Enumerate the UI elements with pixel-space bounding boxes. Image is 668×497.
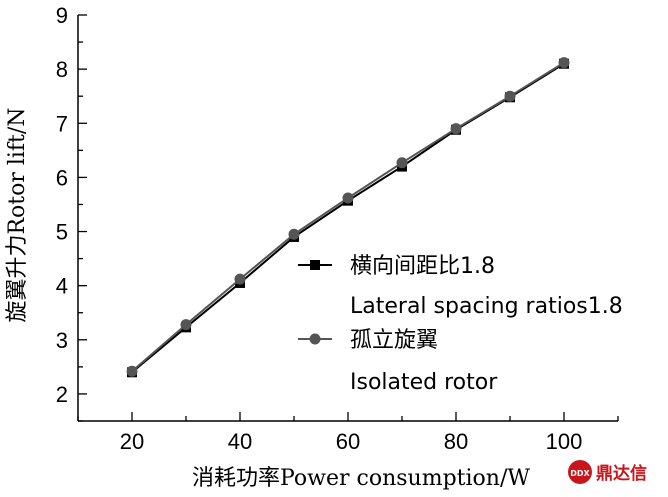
- x-tick-label: 80: [444, 429, 468, 454]
- series-2: [126, 57, 570, 377]
- axes: 20 40 60 80 100 2 3 4 5 6 7 8 9: [56, 3, 619, 454]
- legend-label-line2: Lateral spacing ratios1.8: [350, 294, 623, 319]
- series-line: [131, 62, 565, 374]
- x-tick-label: 60: [336, 429, 360, 454]
- legend-label-line2: Isolated rotor: [350, 370, 498, 395]
- series-layer: [126, 57, 570, 378]
- x-tick-label: 100: [546, 429, 583, 454]
- data-point-circle: [558, 57, 570, 69]
- legend: 横向间距比1.8 Lateral spacing ratios1.8 孤立旋翼 Iso…: [298, 254, 623, 395]
- watermark: DDX 鼎达信: [568, 460, 647, 484]
- legend-item-2: 孤立旋翼 Isolated rotor: [298, 328, 498, 395]
- y-tick-label: 5: [56, 220, 68, 245]
- y-tick-label: 9: [56, 3, 68, 28]
- watermark-logo-text: DDX: [570, 469, 590, 478]
- watermark-text: 鼎达信: [596, 463, 647, 484]
- series-line: [131, 61, 565, 372]
- series-1: [127, 58, 569, 378]
- y-axis-title: 旋翼升力Rotor lift/N: [5, 107, 30, 322]
- data-point-circle: [450, 123, 462, 135]
- data-point-circle: [396, 157, 408, 169]
- x-tick-label: 40: [228, 429, 252, 454]
- y-tick-label: 8: [56, 57, 68, 82]
- data-point-circle: [342, 192, 354, 204]
- legend-square-marker: [310, 260, 320, 270]
- legend-label: 孤立旋翼: [350, 328, 438, 353]
- data-point-circle: [288, 228, 300, 240]
- y-tick-label: 4: [56, 274, 68, 299]
- y-tick-label: 3: [56, 328, 68, 353]
- y-tick-label: 6: [56, 165, 68, 190]
- x-axis-title: 消耗功率Power consumption/W: [192, 466, 530, 491]
- data-point-circle: [234, 273, 246, 285]
- legend-item-1: 横向间距比1.8 Lateral spacing ratios1.8: [298, 254, 623, 319]
- x-tick-label: 20: [120, 429, 144, 454]
- y-tick-label: 7: [56, 111, 68, 136]
- y-tick-label: 2: [56, 382, 68, 407]
- data-point-circle: [180, 319, 192, 331]
- legend-label: 横向间距比1.8: [350, 254, 495, 279]
- data-point-circle: [126, 365, 138, 377]
- legend-circle-marker: [309, 333, 321, 345]
- data-point-circle: [504, 90, 516, 102]
- watermark-logo-icon: [568, 460, 592, 484]
